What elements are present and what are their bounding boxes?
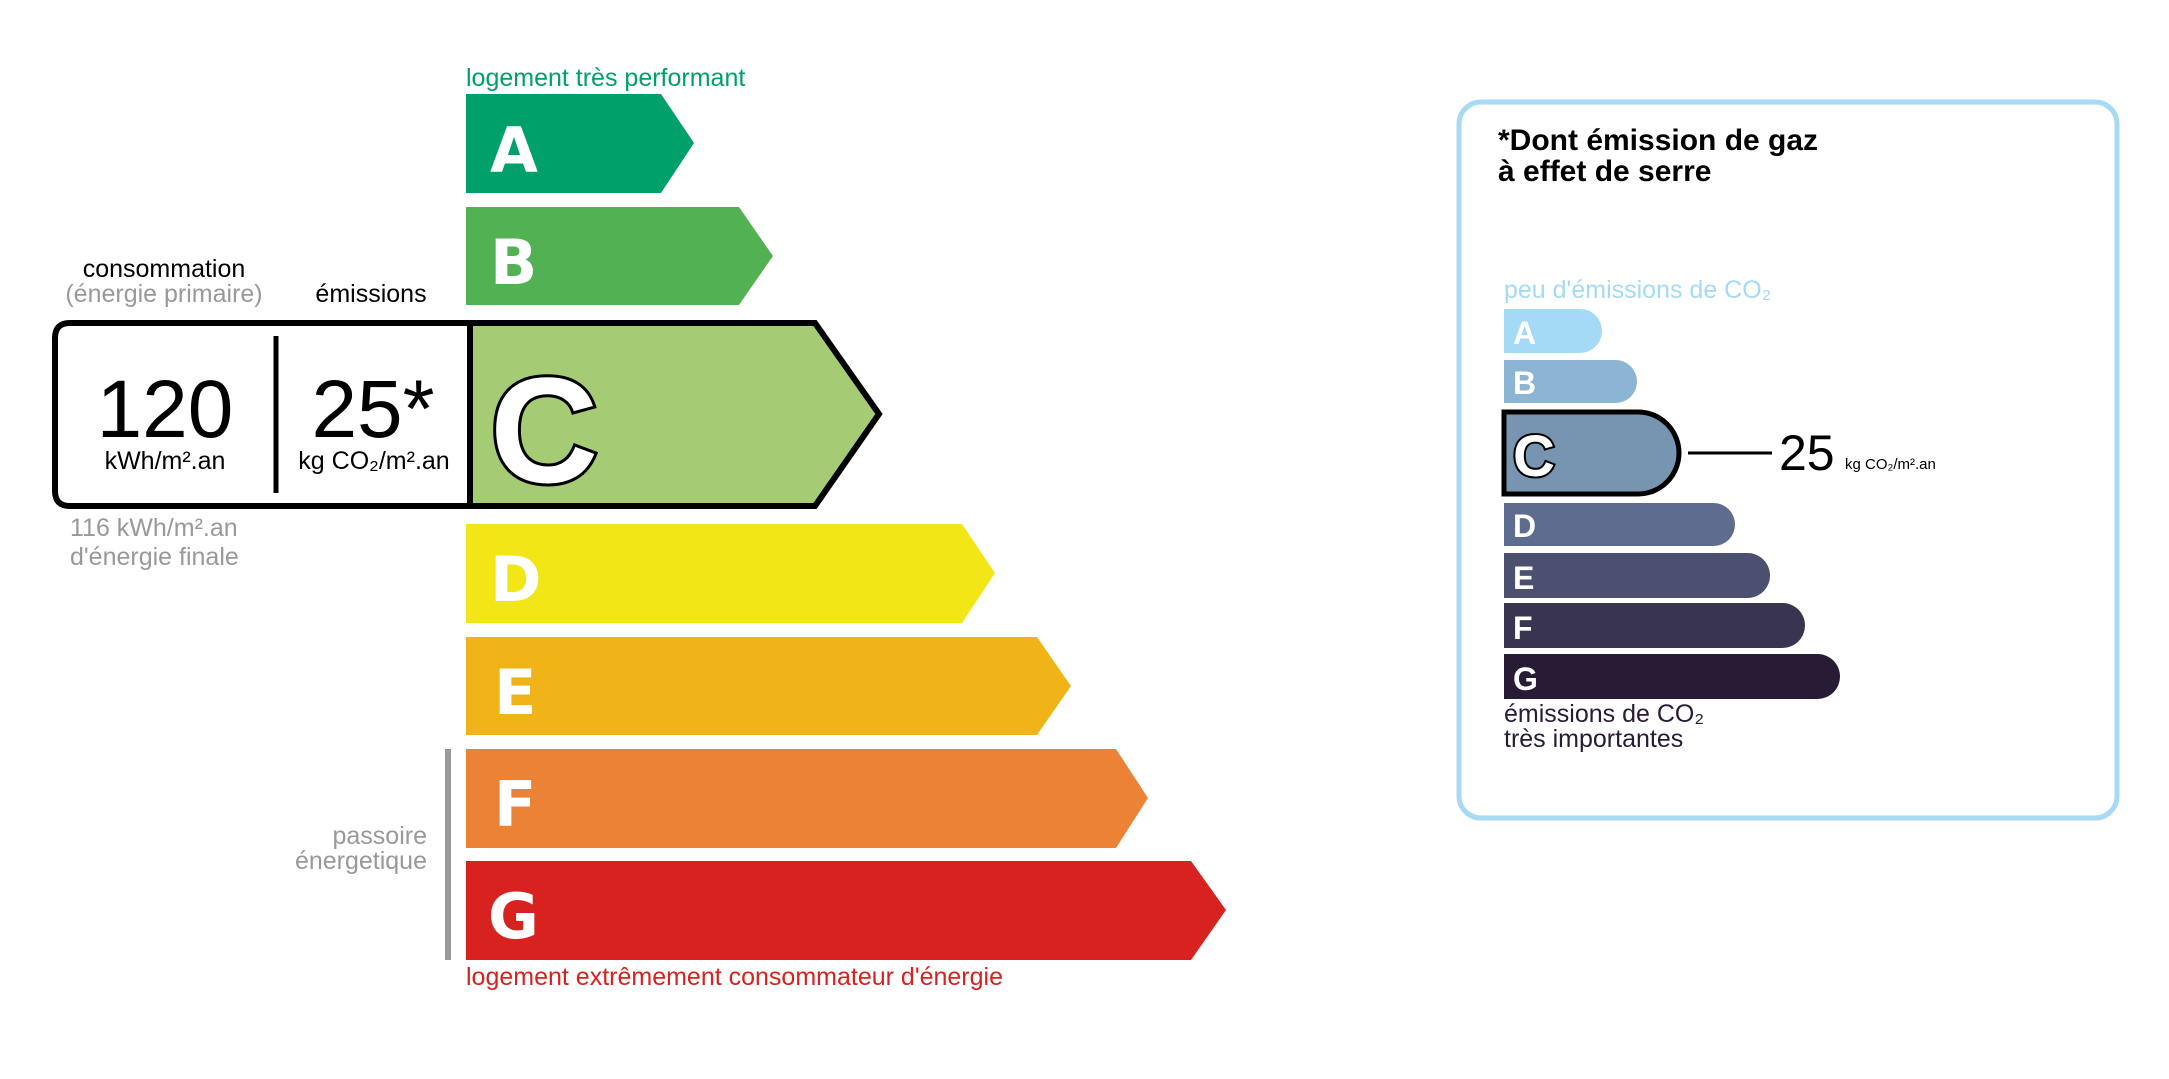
ges-letter-a: A xyxy=(1513,315,1536,351)
ges-bar-f xyxy=(1504,603,1805,648)
passoire-line2: énergetique xyxy=(295,847,427,875)
energy-bar-c xyxy=(467,320,883,509)
final-energy-label: d'énergie finale xyxy=(70,543,239,571)
ges-letter-f: F xyxy=(1513,610,1533,646)
consumption-value: 120 xyxy=(97,364,234,455)
energy-value-box xyxy=(52,320,473,509)
energy-letter-d: D xyxy=(490,543,541,616)
ges-title-line1: *Dont émission de gaz xyxy=(1498,124,1818,157)
ges-letter-g: G xyxy=(1513,661,1538,697)
energy-letter-e: E xyxy=(494,656,536,729)
ges-unit: kg CO₂/m².an xyxy=(1845,456,1936,473)
ges-letter-c: C xyxy=(1513,424,1555,489)
ges-bar-a xyxy=(1504,309,1602,353)
energy-letter-f: F xyxy=(494,768,536,841)
energy-letter-c: C xyxy=(490,346,598,514)
ges-bottom-label-line2: très importantes xyxy=(1504,725,1683,753)
energy-bar-e xyxy=(466,637,1071,735)
energy-letter-a: A xyxy=(490,114,538,187)
consumption-unit: kWh/m².an xyxy=(105,447,226,475)
energy-bar-b xyxy=(466,207,773,305)
ges-bottom-label-line1: émissions de CO₂ xyxy=(1504,700,1704,728)
ges-letter-d: D xyxy=(1513,508,1536,544)
energy-bar-d xyxy=(466,524,995,623)
emissions-value: 25* xyxy=(311,364,434,455)
ges-bar-e xyxy=(1504,553,1771,598)
emissions-header: émissions xyxy=(315,280,426,308)
energy-bar-f xyxy=(466,749,1148,848)
energy-bar-a xyxy=(466,94,694,193)
energy-top-label: logement très performant xyxy=(466,64,745,92)
final-energy-value: 116 kWh/m².an xyxy=(70,514,238,542)
energy-bottom-label: logement extrêmement consommateur d'éner… xyxy=(466,963,1003,991)
ges-value: 25 xyxy=(1779,425,1835,481)
energy-bar-g xyxy=(466,861,1226,960)
consumption-subheader: (énergie primaire) xyxy=(65,280,262,308)
ges-bar-d xyxy=(1504,503,1736,546)
energy-letter-g: G xyxy=(488,880,539,953)
ges-bar-g xyxy=(1504,654,1840,699)
consumption-header: consommation xyxy=(83,255,246,283)
emissions-unit: kg CO₂/m².an xyxy=(298,447,449,475)
ges-bar-c xyxy=(1501,409,1682,497)
ges-top-label: peu d'émissions de CO₂ xyxy=(1504,276,1771,304)
ges-bar-b xyxy=(1504,360,1637,403)
ges-letter-e: E xyxy=(1513,560,1534,596)
ges-title-line2: à effet de serre xyxy=(1498,155,1711,188)
passoire-line1: passoire xyxy=(333,822,428,850)
energy-letter-b: B xyxy=(490,226,537,299)
ges-letter-b: B xyxy=(1513,365,1536,401)
